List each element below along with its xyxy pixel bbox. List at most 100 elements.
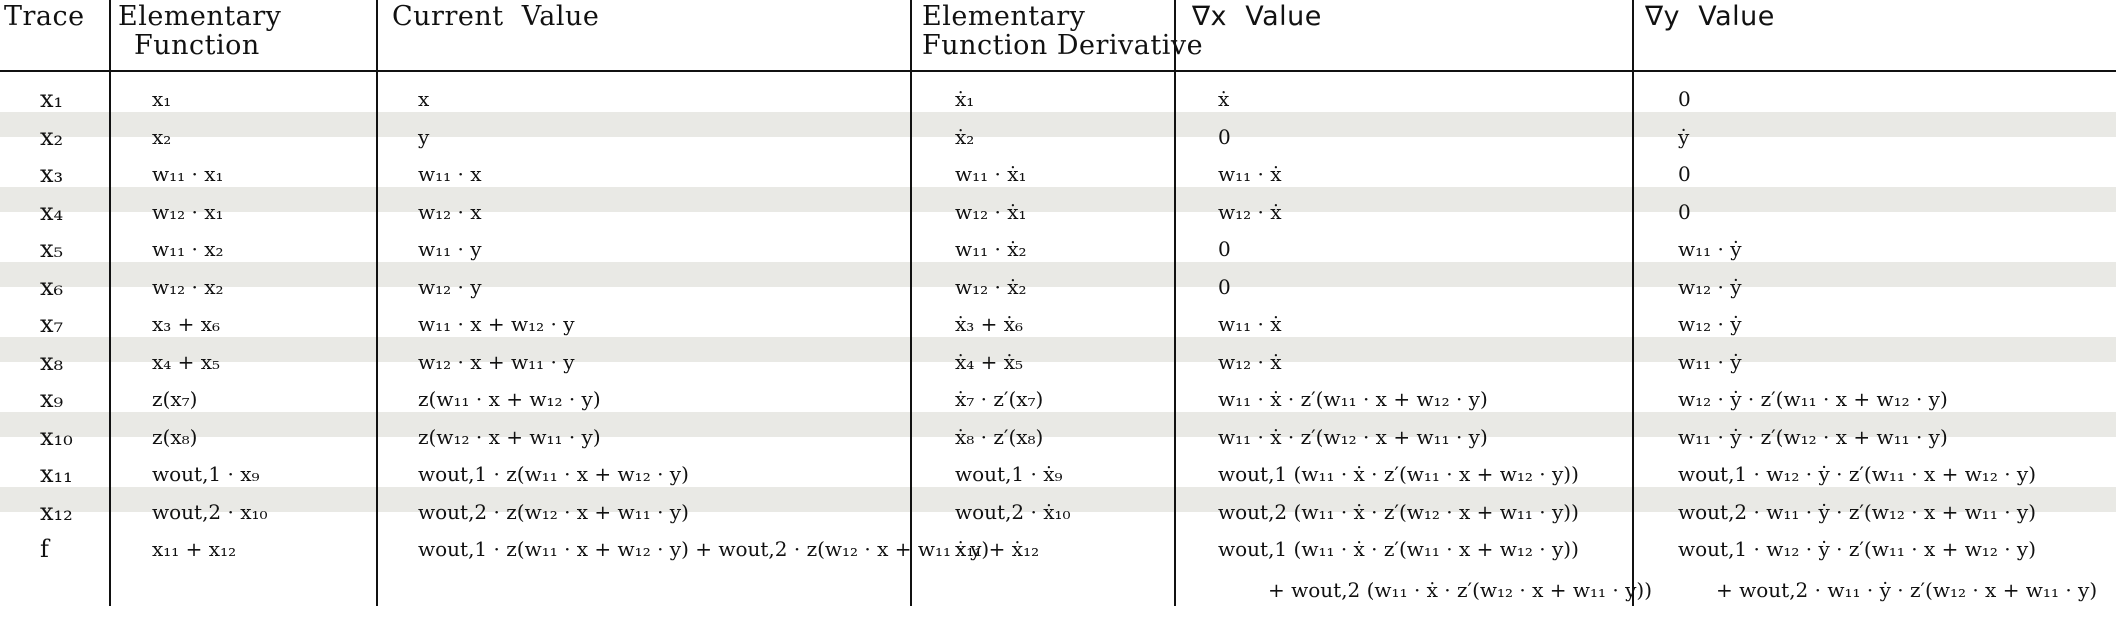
derivative-cell: w₁₁ · ẋ₁	[955, 162, 1027, 186]
trace-cell: x₅	[40, 235, 64, 263]
elementary-function-cell: wout,2 · x₁₀	[152, 500, 268, 524]
header-derivative-line2: Function Derivative	[922, 30, 1204, 61]
derivative-cell: wout,2 · ẋ₁₀	[955, 500, 1071, 524]
grad-x-cell: 0	[1218, 125, 1231, 149]
grad-x-cell: ẋ	[1218, 87, 1230, 111]
row-stripe	[0, 487, 2116, 512]
trace-cell: x₄	[40, 198, 64, 226]
header-elementary-function: Elementary Function	[118, 2, 281, 60]
header-trace: Trace	[4, 1, 85, 32]
elementary-function-cell: z(x₇)	[152, 387, 198, 411]
grad-x-cell: w₁₁ · ẋ · z′(w₁₂ · x + w₁₁ · y)	[1218, 425, 1488, 449]
column-divider	[1632, 0, 1634, 606]
grad-y-cell: 0	[1678, 87, 1691, 111]
row-stripe	[0, 412, 2116, 437]
grad-y-cell: wout,1 · w₁₂ · ẏ · z′(w₁₁ · x + w₁₂ · y)	[1678, 462, 2037, 486]
column-divider	[109, 0, 111, 606]
derivative-cell: wout,1 · ẋ₉	[955, 462, 1063, 486]
column-divider	[910, 0, 912, 606]
trace-cell: x₈	[40, 348, 64, 376]
row-stripe	[0, 112, 2116, 137]
derivative-cell: w₁₂ · ẋ₁	[955, 200, 1027, 224]
grad-y-cell: w₁₁ · ẏ	[1678, 237, 1742, 261]
grad-x-cell: 0	[1218, 275, 1231, 299]
derivative-cell: ẋ₁	[955, 87, 975, 111]
header-grad-x-value: ∇x Value	[1192, 1, 1322, 32]
column-divider	[1174, 0, 1176, 606]
elementary-function-cell: wout,1 · x₉	[152, 462, 260, 486]
elementary-function-cell: x₂	[152, 125, 172, 149]
trace-cell: x₁₁	[40, 460, 73, 488]
derivative-cell: ẋ₃ + ẋ₆	[955, 312, 1024, 336]
elementary-function-cell: z(x₈)	[152, 425, 198, 449]
grad-x-cell: w₁₂ · ẋ	[1218, 200, 1282, 224]
grad-y-cell: ẏ	[1678, 125, 1690, 149]
trace-cell: x₃	[40, 160, 64, 188]
grad-y-cell: 0	[1678, 200, 1691, 224]
trace-cell: f	[40, 535, 49, 563]
header-rule	[0, 70, 2116, 72]
current-value-cell: x	[418, 87, 430, 111]
elementary-function-cell: x₃ + x₆	[152, 312, 221, 336]
current-value-cell: w₁₁ · x	[418, 162, 482, 186]
header-elementary-function-line2: Function	[134, 30, 260, 61]
grad-y-cell: w₁₂ · ẏ · z′(w₁₁ · x + w₁₂ · y)	[1678, 387, 1948, 411]
trace-cell: x₆	[40, 273, 64, 301]
header-current-value: Current Value	[392, 1, 600, 32]
trace-cell: x₇	[40, 310, 64, 338]
trace-cell: x₂	[40, 123, 64, 151]
derivative-cell: w₁₂ · ẋ₂	[955, 275, 1027, 299]
derivative-cell: ẋ₄ + ẋ₅	[955, 350, 1024, 374]
grad-y-cell: 0	[1678, 162, 1691, 186]
elementary-function-cell: x₄ + x₅	[152, 350, 221, 374]
elementary-function-cell: x₁	[152, 87, 172, 111]
grad-y-cell: wout,1 · w₁₂ · ẏ · z′(w₁₁ · x + w₁₂ · y)	[1678, 537, 2037, 561]
trace-cell: x₉	[40, 385, 64, 413]
trace-cell: x₁	[40, 85, 64, 113]
derivative-cell: ẋ₂	[955, 125, 975, 149]
derivative-cell: ẋ₇ · z′(x₇)	[955, 387, 1044, 411]
elementary-function-cell: w₁₁ · x₂	[152, 237, 224, 261]
header-elementary-function-line1: Elementary	[118, 1, 282, 32]
f-grad-x-continuation: + wout,2 (w₁₁ · ẋ · z′(w₁₂ · x + w₁₁ · y…	[1268, 578, 1653, 602]
grad-y-cell: wout,2 · w₁₁ · ẏ · z′(w₁₂ · x + w₁₁ · y)	[1678, 500, 2037, 524]
elementary-function-cell: w₁₂ · x₂	[152, 275, 224, 299]
current-value-cell: w₁₂ · x + w₁₁ · y	[418, 350, 575, 374]
grad-x-cell: 0	[1218, 237, 1231, 261]
current-value-cell: wout,1 · z(w₁₁ · x + w₁₂ · y)	[418, 462, 689, 486]
current-value-cell: w₁₁ · y	[418, 237, 482, 261]
elementary-function-cell: w₁₁ · x₁	[152, 162, 224, 186]
current-value-cell: z(w₁₂ · x + w₁₁ · y)	[418, 425, 601, 449]
derivative-cell: ẋ₁₁ + ẋ₁₂	[955, 537, 1040, 561]
current-value-cell: w₁₂ · x	[418, 200, 482, 224]
grad-y-cell: w₁₁ · ẏ · z′(w₁₂ · x + w₁₁ · y)	[1678, 425, 1948, 449]
grad-x-cell: w₁₁ · ẋ · z′(w₁₁ · x + w₁₂ · y)	[1218, 387, 1488, 411]
row-stripe	[0, 337, 2116, 362]
grad-x-cell: wout,2 (w₁₁ · ẋ · z′(w₁₂ · x + w₁₁ · y))	[1218, 500, 1579, 524]
header-derivative-line1: Elementary	[922, 1, 1086, 32]
current-value-cell: w₁₂ · y	[418, 275, 482, 299]
trace-cell: x₁₂	[40, 498, 73, 526]
grad-y-cell: w₁₂ · ẏ	[1678, 275, 1742, 299]
f-grad-y-continuation: + wout,2 · w₁₁ · ẏ · z′(w₁₂ · x + w₁₁ · …	[1716, 578, 2098, 602]
elementary-function-cell: w₁₂ · x₁	[152, 200, 224, 224]
column-divider	[376, 0, 378, 606]
header-elementary-function-derivative: Elementary Function Derivative	[922, 2, 1203, 60]
grad-x-cell: w₁₁ · ẋ	[1218, 162, 1282, 186]
current-value-cell: wout,1 · z(w₁₁ · x + w₁₂ · y) + wout,2 ·…	[418, 537, 990, 561]
grad-x-cell: w₁₁ · ẋ	[1218, 312, 1282, 336]
derivative-cell: w₁₁ · ẋ₂	[955, 237, 1027, 261]
elementary-function-cell: x₁₁ + x₁₂	[152, 537, 237, 561]
current-value-cell: w₁₁ · x + w₁₂ · y	[418, 312, 575, 336]
trace-cell: x₁₀	[40, 423, 73, 451]
row-stripe	[0, 262, 2116, 287]
current-value-cell: z(w₁₁ · x + w₁₂ · y)	[418, 387, 601, 411]
grad-x-cell: w₁₂ · ẋ	[1218, 350, 1282, 374]
current-value-cell: y	[418, 125, 430, 149]
row-stripe	[0, 187, 2116, 212]
grad-y-cell: w₁₁ · ẏ	[1678, 350, 1742, 374]
grad-x-cell: wout,1 (w₁₁ · ẋ · z′(w₁₁ · x + w₁₂ · y))	[1218, 462, 1579, 486]
grad-y-cell: w₁₂ · ẏ	[1678, 312, 1742, 336]
header-grad-y-value: ∇y Value	[1645, 1, 1775, 32]
